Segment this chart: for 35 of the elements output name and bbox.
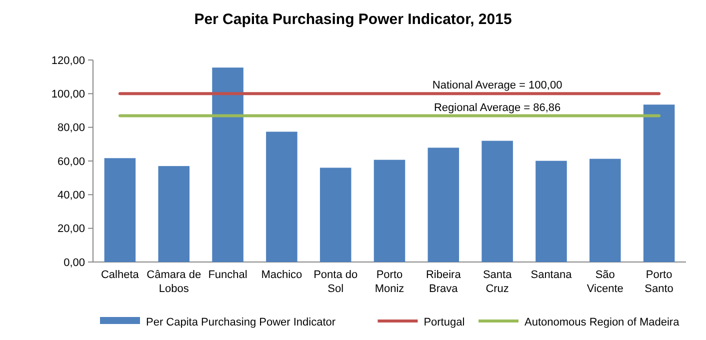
x-tick-label: Câmara de Lobos — [146, 269, 202, 295]
y-tick-label: 0,00 — [64, 256, 85, 269]
y-tick-label: 60,00 — [57, 156, 85, 168]
y-tick-label: 100,00 — [51, 88, 85, 101]
x-tick-label: Porto Santo — [644, 269, 674, 295]
legend-label: Autonomous Region of Madeira — [524, 316, 680, 328]
x-tick-label: Porto Moniz — [374, 269, 404, 295]
bar — [104, 158, 136, 262]
bar — [482, 140, 513, 262]
bar — [374, 160, 406, 262]
bar — [643, 104, 675, 262]
legend-label: Portugal — [424, 316, 465, 328]
bar — [536, 160, 567, 262]
x-tick-label: Calheta — [100, 269, 140, 281]
chart-title: Per Capita Purchasing Power Indicator, 2015 — [194, 11, 512, 28]
bar — [212, 68, 244, 262]
y-tick-label: 120,00 — [51, 54, 85, 67]
bar — [158, 166, 190, 262]
annotation: Regional Average = 86,86 — [434, 102, 561, 114]
x-tick-label: Santa Cruz — [482, 269, 513, 295]
y-tick-label: 20,00 — [57, 223, 85, 236]
x-tick-label: Santana — [530, 269, 573, 281]
y-tick-label: 40,00 — [57, 190, 85, 202]
legend-label: Per Capita Purchasing Power Indicator — [146, 316, 336, 328]
x-tick-label: São Vicente — [586, 269, 624, 295]
annotation: National Average = 100,00 — [432, 80, 562, 92]
x-tick-label: Machico — [261, 269, 302, 281]
bar — [428, 148, 460, 262]
x-tick-label: Ribeira Brava — [426, 269, 462, 295]
x-tick-label: Ponta do Sol — [314, 269, 358, 295]
bar — [266, 132, 298, 262]
bar — [590, 158, 621, 262]
bar — [320, 168, 352, 262]
x-tick-label: Funchal — [208, 269, 248, 281]
y-tick-label: 80,00 — [57, 122, 85, 134]
